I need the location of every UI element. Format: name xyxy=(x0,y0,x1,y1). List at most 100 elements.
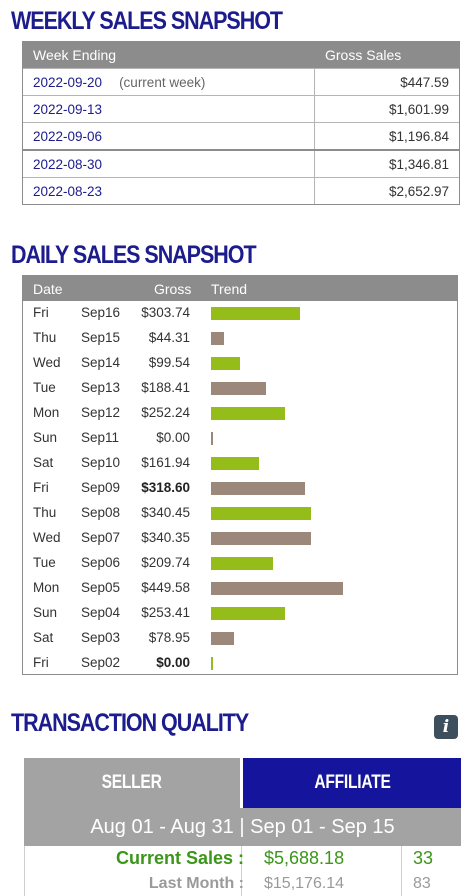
day-gross: $78.95 xyxy=(148,630,190,645)
daily-title: DAILY SALES SNAPSHOT xyxy=(11,241,257,269)
table-row: Fri Sep16 $303.74 xyxy=(23,301,457,326)
tab-affiliate[interactable]: AFFILIATE xyxy=(243,758,461,808)
table-row: Sun Sep11 $0.00 xyxy=(23,426,457,451)
trend-bar xyxy=(211,582,343,595)
week-gross: $447.59 xyxy=(400,74,449,90)
table-row: 2022-09-13 $1,601.99 xyxy=(23,95,459,122)
day-of-week: Sun xyxy=(33,605,58,620)
day-of-week: Fri xyxy=(33,480,49,495)
trend-bar xyxy=(211,407,285,420)
last-month-value: $15,176.14 xyxy=(264,875,345,892)
week-note: (current week) xyxy=(119,74,206,90)
day-gross: $188.41 xyxy=(141,380,190,395)
month-day: Sep02 xyxy=(81,655,121,670)
weekly-sales-table: Week Ending Gross Sales 2022-09-20 (curre… xyxy=(22,41,460,205)
month-day: Sep14 xyxy=(81,355,121,370)
quality-stats: Current Sales : $5,688.18 33 Last Month … xyxy=(24,846,462,896)
day-of-week: Fri xyxy=(33,655,49,670)
col-trend: Trend xyxy=(211,281,248,297)
last-month-count: 83 xyxy=(413,875,431,892)
table-row: 2022-08-23 $2,652.97 xyxy=(23,177,459,204)
month-day: Sep08 xyxy=(81,505,121,520)
trend-bar xyxy=(211,507,311,520)
day-gross: $340.45 xyxy=(141,505,190,520)
trend-bar xyxy=(211,632,234,645)
table-row: Thu Sep08 $340.45 xyxy=(23,501,457,526)
col-week-ending: Week Ending xyxy=(33,47,117,63)
week-date-link[interactable]: 2022-09-20 xyxy=(33,74,103,90)
weekly-header: Week Ending Gross Sales xyxy=(23,42,459,68)
daily-sales-table: Date Gross Trend Fri Sep16 $303.74 Thu Sep15… xyxy=(22,275,458,675)
week-date-link[interactable]: 2022-08-23 xyxy=(33,183,103,199)
col-date: Date xyxy=(33,281,63,297)
month-day: Sep06 xyxy=(81,555,121,570)
day-of-week: Sat xyxy=(33,630,54,645)
month-day: Sep11 xyxy=(81,430,120,445)
day-of-week: Sat xyxy=(33,455,54,470)
trend-bar xyxy=(211,307,300,320)
info-icon[interactable]: i xyxy=(434,715,458,739)
quality-title: TRANSACTION QUALITY xyxy=(11,709,249,737)
day-of-week: Tue xyxy=(33,380,56,395)
current-sales-label: Current Sales : xyxy=(115,848,244,868)
day-gross: $303.74 xyxy=(141,305,190,320)
tab-affiliate-label: AFFILIATE xyxy=(313,772,391,793)
week-date-link[interactable]: 2022-08-30 xyxy=(33,156,103,172)
table-row: Thu Sep15 $44.31 xyxy=(23,326,457,351)
last-month-label: Last Month : xyxy=(148,875,244,892)
day-gross: $0.00 xyxy=(156,430,190,445)
table-row: Wed Sep14 $99.54 xyxy=(23,351,457,376)
daily-header: Date Gross Trend xyxy=(23,276,457,301)
month-day: Sep04 xyxy=(81,605,121,620)
week-date-link[interactable]: 2022-09-06 xyxy=(33,128,103,144)
tab-seller[interactable]: SELLER xyxy=(24,758,240,808)
trend-bar xyxy=(211,432,213,445)
table-row: Mon Sep05 $449.58 xyxy=(23,576,457,601)
trend-bar xyxy=(211,482,305,495)
table-row: Wed Sep07 $340.35 xyxy=(23,526,457,551)
day-of-week: Sun xyxy=(33,430,58,445)
day-gross: $253.41 xyxy=(141,605,190,620)
day-of-week: Tue xyxy=(33,555,56,570)
trend-bar xyxy=(211,332,224,345)
day-of-week: Thu xyxy=(33,505,57,520)
weekly-title: WEEKLY SALES SNAPSHOT xyxy=(11,7,283,35)
current-sales-row: Current Sales : $5,688.18 33 xyxy=(25,846,462,871)
last-month-row: Last Month : $15,176.14 83 xyxy=(25,871,462,896)
day-gross: $340.35 xyxy=(141,530,190,545)
table-row: Sat Sep10 $161.94 xyxy=(23,451,457,476)
current-sales-count: 33 xyxy=(413,848,434,868)
week-gross: $1,346.81 xyxy=(388,156,449,172)
tab-seller-label: SELLER xyxy=(102,772,162,793)
trend-bar xyxy=(211,557,273,570)
day-of-week: Wed xyxy=(33,355,61,370)
week-gross: $1,601.99 xyxy=(388,101,449,117)
current-sales-value: $5,688.18 xyxy=(264,848,345,868)
table-row: Fri Sep09 $318.60 xyxy=(23,476,457,501)
day-gross: $209.74 xyxy=(141,555,190,570)
week-date-link[interactable]: 2022-09-13 xyxy=(33,101,103,117)
table-row: Mon Sep12 $252.24 xyxy=(23,401,457,426)
table-row: Tue Sep06 $209.74 xyxy=(23,551,457,576)
day-gross: $449.58 xyxy=(141,580,190,595)
week-gross: $2,652.97 xyxy=(388,183,449,199)
day-of-week: Mon xyxy=(33,580,60,595)
table-row: Tue Sep13 $188.41 xyxy=(23,376,457,401)
table-row: 2022-09-06 $1,196.84 xyxy=(23,122,459,149)
day-of-week: Wed xyxy=(33,530,61,545)
month-day: Sep10 xyxy=(81,455,121,470)
day-of-week: Thu xyxy=(33,330,57,345)
col-gross: Gross xyxy=(154,281,192,297)
date-range: Aug 01 - Aug 31 | Sep 01 - Sep 15 xyxy=(24,808,461,846)
day-of-week: Fri xyxy=(33,305,49,320)
col-gross-sales: Gross Sales xyxy=(325,47,402,63)
day-gross: $0.00 xyxy=(156,655,190,670)
month-day: Sep03 xyxy=(81,630,121,645)
day-gross: $252.24 xyxy=(141,405,190,420)
trend-bar xyxy=(211,382,266,395)
month-day: Sep16 xyxy=(81,305,121,320)
quality-tabs: SELLER AFFILIATE xyxy=(24,758,461,808)
day-of-week: Mon xyxy=(33,405,60,420)
trend-bar xyxy=(211,657,213,670)
trend-bar xyxy=(211,357,240,370)
